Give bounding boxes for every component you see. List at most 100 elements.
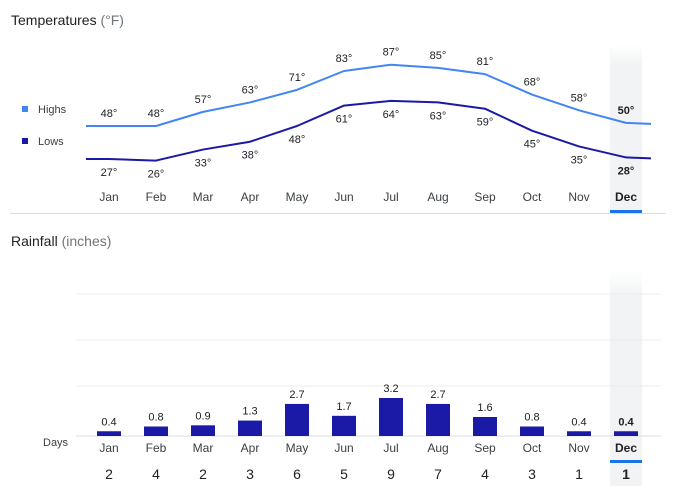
rain-days-sep: 4 [481, 466, 489, 482]
rain-value-label-may: 2.7 [289, 389, 304, 401]
temp-label-lows-feb: 26° [148, 169, 165, 181]
rain-value-label-jun: 1.7 [336, 401, 351, 413]
temp-line-highs [86, 63, 652, 127]
rain-month-label-jul: Jul [383, 441, 398, 455]
rain-month-label-mar: Mar [193, 441, 214, 455]
rain-month-label-dec: Dec [615, 441, 637, 455]
legend-label-lows: Lows [38, 136, 64, 148]
temp-label-lows-mar: 33° [195, 158, 212, 170]
rain-month-label-may: May [286, 441, 309, 455]
rain-month-label-oct: Oct [523, 441, 542, 455]
temp-label-highs-jun: 83° [336, 53, 353, 65]
temp-month-label-jan: Jan [99, 190, 118, 204]
rain-days-aug: 7 [434, 466, 442, 482]
legend-label-highs: Highs [38, 104, 67, 116]
rain-bar-nov [567, 431, 591, 436]
rain-bar-feb [144, 426, 168, 436]
rain-value-label-aug: 2.7 [430, 389, 445, 401]
rain-days-may: 6 [293, 466, 301, 482]
temp-month-label-oct: Oct [523, 190, 542, 204]
temperatures-title-text: Temperatures [11, 12, 97, 28]
rain-bar-dec [614, 431, 638, 436]
rain-month-label-jan: Jan [99, 441, 118, 455]
rain-days-jul: 9 [387, 466, 395, 482]
rain-value-label-oct: 0.8 [524, 412, 539, 424]
rain-value-label-mar: 0.9 [195, 410, 210, 422]
selected-month-highlight-temp [610, 45, 642, 213]
temp-month-label-sep: Sep [474, 190, 496, 204]
rain-bar-jul [379, 398, 403, 436]
temp-month-label-dec: Dec [615, 190, 637, 204]
rain-bar-may [285, 403, 309, 436]
rain-value-label-nov: 0.4 [571, 416, 586, 428]
temp-month-label-apr: Apr [241, 190, 260, 204]
selected-month-indicator-rain [610, 460, 642, 463]
temp-label-highs-aug: 85° [430, 50, 447, 62]
rainfall-title-text: Rainfall [11, 233, 58, 249]
temp-line-lows [86, 99, 652, 162]
temp-month-label-jul: Jul [383, 190, 398, 204]
rainfall-title: Rainfall (inches) [11, 233, 111, 249]
temp-label-highs-nov: 58° [571, 92, 588, 104]
rain-month-label-feb: Feb [146, 441, 167, 455]
rain-month-label-nov: Nov [568, 441, 589, 455]
rain-value-label-dec: 0.4 [618, 416, 634, 428]
temp-label-lows-nov: 35° [571, 154, 588, 166]
temp-label-lows-dec: 28° [618, 165, 635, 177]
section-divider [10, 213, 666, 214]
temp-label-lows-sep: 59° [477, 117, 494, 129]
temp-label-highs-jul: 87° [383, 47, 400, 59]
rain-value-label-feb: 0.8 [148, 412, 163, 424]
temp-label-highs-oct: 68° [524, 77, 541, 89]
rain-month-label-apr: Apr [241, 441, 260, 455]
temp-label-highs-mar: 57° [195, 94, 212, 106]
temp-label-highs-feb: 48° [148, 108, 165, 120]
temp-label-lows-apr: 38° [242, 150, 259, 162]
temp-month-label-mar: Mar [193, 190, 214, 204]
rain-bar-jun [332, 415, 356, 436]
temp-label-highs-sep: 81° [477, 56, 494, 68]
temp-label-highs-dec: 50° [618, 105, 635, 117]
rain-bar-oct [520, 426, 544, 436]
rain-days-nov: 1 [575, 466, 583, 482]
rain-bar-sep [473, 417, 497, 436]
temperatures-title: Temperatures (°F) [11, 12, 124, 28]
legend-swatch-lows [22, 138, 28, 144]
rain-days-mar: 2 [199, 466, 207, 482]
rain-value-label-jul: 3.2 [383, 383, 398, 395]
rain-bar-apr [238, 420, 262, 436]
rain-month-label-aug: Aug [427, 441, 448, 455]
rain-bar-aug [426, 403, 450, 436]
temp-month-label-nov: Nov [568, 190, 589, 204]
temp-label-lows-jun: 61° [336, 114, 353, 126]
temp-label-lows-oct: 45° [524, 139, 541, 151]
temp-label-lows-jan: 27° [101, 167, 118, 179]
temp-label-highs-may: 71° [289, 72, 306, 84]
temp-label-lows-jul: 64° [383, 109, 400, 121]
rain-days-jan: 2 [105, 466, 113, 482]
rain-days-feb: 4 [152, 466, 160, 482]
rain-days-oct: 3 [528, 466, 536, 482]
rain-month-label-jun: Jun [334, 441, 353, 455]
temp-month-label-feb: Feb [146, 190, 167, 204]
rain-value-label-jan: 0.4 [101, 416, 116, 428]
temp-month-label-aug: Aug [427, 190, 448, 204]
rain-value-label-apr: 1.3 [242, 406, 257, 418]
rain-days-jun: 5 [340, 466, 348, 482]
rain-value-label-sep: 1.6 [477, 402, 492, 414]
temperatures-unit: (°F) [100, 12, 124, 28]
legend-swatch-highs [22, 106, 28, 112]
temp-label-lows-may: 48° [289, 134, 306, 146]
rain-bar-mar [191, 425, 215, 436]
temp-label-highs-jan: 48° [101, 108, 118, 120]
rain-month-label-sep: Sep [474, 441, 496, 455]
rain-days-dec: 1 [622, 466, 630, 482]
temp-label-lows-aug: 63° [430, 110, 447, 122]
rainfall-unit: (inches) [61, 233, 112, 249]
selected-month-highlight-rain [610, 270, 642, 486]
temp-month-label-jun: Jun [334, 190, 353, 204]
rain-bar-jan [97, 431, 121, 436]
temp-month-label-may: May [286, 190, 309, 204]
days-label: Days [43, 437, 69, 449]
